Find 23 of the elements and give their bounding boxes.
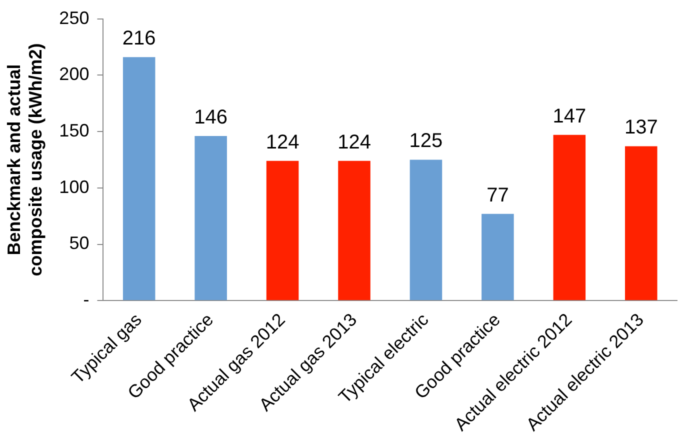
data-label: 146	[194, 106, 228, 129]
bar	[266, 160, 299, 300]
data-label: 125	[409, 130, 443, 152]
data-label: 124	[266, 131, 300, 154]
data-label: 124	[338, 131, 371, 154]
y-tick-label: 250	[59, 8, 90, 28]
bar	[122, 57, 156, 300]
bar	[482, 214, 514, 300]
y-tick-label: 100	[59, 176, 90, 197]
y-tick-label: 200	[59, 64, 90, 84]
data-label: 137	[624, 116, 658, 139]
bar	[410, 160, 442, 300]
y-tick-label: -	[83, 290, 90, 310]
data-label: 77	[486, 184, 509, 206]
y-tick-label: 150	[59, 120, 90, 141]
bar	[553, 134, 586, 300]
bar	[338, 160, 370, 300]
y-tick-label: 50	[69, 233, 90, 254]
data-label: 216	[122, 28, 156, 50]
bar	[194, 136, 227, 300]
data-label: 147	[552, 105, 586, 128]
y-axis-title: Benckmark and actual composite usage (kWh/m2)	[4, 43, 46, 276]
bar	[625, 146, 658, 300]
